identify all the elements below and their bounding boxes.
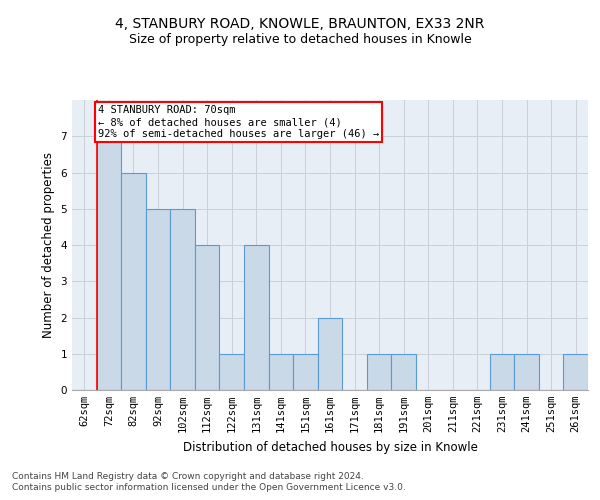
Bar [97,136,121,390]
Y-axis label: Number of detached properties: Number of detached properties [42,152,55,338]
Bar [318,318,342,390]
Bar [391,354,416,390]
Text: Contains HM Land Registry data © Crown copyright and database right 2024.: Contains HM Land Registry data © Crown c… [12,472,364,481]
Bar [514,354,539,390]
Bar [244,245,269,390]
X-axis label: Distribution of detached houses by size in Knowle: Distribution of detached houses by size … [182,440,478,454]
Bar [563,354,588,390]
Bar [220,354,244,390]
Bar [121,172,146,390]
Bar [146,209,170,390]
Bar [490,354,514,390]
Bar [195,245,220,390]
Bar [367,354,391,390]
Text: Contains public sector information licensed under the Open Government Licence v3: Contains public sector information licen… [12,484,406,492]
Bar [170,209,195,390]
Text: 4 STANBURY ROAD: 70sqm
← 8% of detached houses are smaller (4)
92% of semi-detac: 4 STANBURY ROAD: 70sqm ← 8% of detached … [98,106,379,138]
Text: 4, STANBURY ROAD, KNOWLE, BRAUNTON, EX33 2NR: 4, STANBURY ROAD, KNOWLE, BRAUNTON, EX33… [115,18,485,32]
Bar [293,354,318,390]
Bar [269,354,293,390]
Text: Size of property relative to detached houses in Knowle: Size of property relative to detached ho… [128,32,472,46]
